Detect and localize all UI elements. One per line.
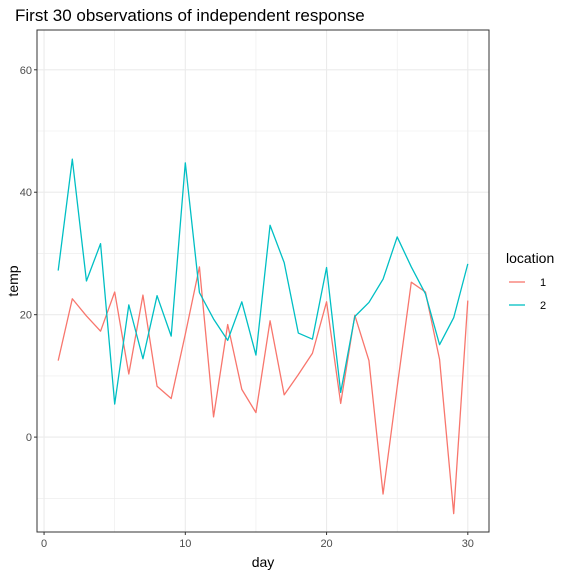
major-gridlines [37,30,489,532]
plot-border [36,29,490,533]
x-tick-label: 10 [179,538,191,550]
series-line-2 [57,158,469,405]
legend-items: 12 [507,272,546,315]
x-tick-label: 0 [41,538,47,550]
legend-label: 1 [540,277,546,289]
chart-title: First 30 observations of independent res… [15,6,365,25]
legend-item: 1 [507,272,546,292]
x-axis-title: day [252,554,275,570]
x-tick-label: 30 [462,538,474,550]
legend-label: 2 [540,300,546,312]
minor-gridlines [37,30,489,532]
plot-panel [36,29,490,533]
legend-title: location [506,250,554,266]
y-axis: 0 20 40 60 [20,65,37,444]
legend-item: 2 [507,295,546,315]
y-tick-label: 60 [20,65,32,77]
series-line-1 [57,266,469,515]
y-axis-title: temp [5,265,21,296]
x-tick-label: 20 [320,538,332,550]
series-lines [57,158,469,515]
plot-background [37,30,489,532]
y-tick-label: 20 [20,310,32,322]
x-axis: 0 10 20 30 [41,532,474,550]
y-tick-label: 0 [26,432,32,444]
legend: location 12 [506,250,554,315]
y-tick-label: 40 [20,187,32,199]
